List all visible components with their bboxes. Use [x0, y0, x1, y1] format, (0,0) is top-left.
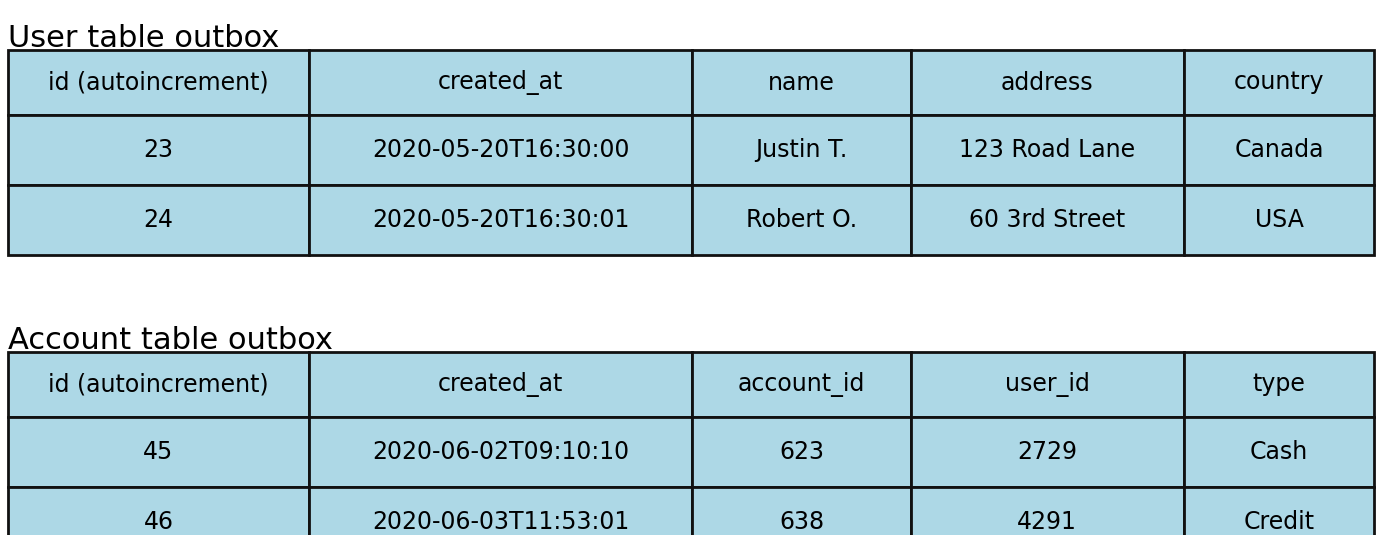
- Text: id (autoincrement): id (autoincrement): [47, 372, 269, 396]
- Bar: [910, 50, 1184, 115]
- Text: id (autoincrement): id (autoincrement): [47, 71, 269, 95]
- Bar: [910, 185, 1184, 255]
- Bar: [692, 352, 910, 417]
- Bar: [8, 417, 309, 487]
- Text: address: address: [1001, 71, 1093, 95]
- Text: name: name: [768, 71, 835, 95]
- Text: Account table outbox: Account table outbox: [8, 326, 332, 355]
- Text: 623: 623: [779, 440, 824, 464]
- Text: type: type: [1252, 372, 1305, 396]
- Bar: [692, 50, 910, 115]
- Text: 46: 46: [144, 510, 173, 534]
- Bar: [309, 185, 692, 255]
- Text: account_id: account_id: [738, 372, 866, 397]
- Text: user_id: user_id: [1005, 372, 1089, 397]
- Text: 24: 24: [144, 208, 173, 232]
- Text: USA: USA: [1255, 208, 1304, 232]
- Bar: [1184, 185, 1374, 255]
- Text: created_at: created_at: [438, 70, 564, 95]
- Text: 638: 638: [779, 510, 824, 534]
- Text: 4291: 4291: [1018, 510, 1078, 534]
- Bar: [1184, 417, 1374, 487]
- Text: Robert O.: Robert O.: [745, 208, 857, 232]
- Text: Justin T.: Justin T.: [755, 138, 847, 162]
- Text: 2729: 2729: [1018, 440, 1078, 464]
- Bar: [910, 352, 1184, 417]
- Text: User table outbox: User table outbox: [8, 24, 279, 53]
- Bar: [309, 50, 692, 115]
- Bar: [8, 487, 309, 535]
- Bar: [910, 115, 1184, 185]
- Bar: [910, 417, 1184, 487]
- Bar: [1184, 487, 1374, 535]
- Bar: [8, 352, 309, 417]
- Text: Canada: Canada: [1234, 138, 1323, 162]
- Bar: [309, 352, 692, 417]
- Bar: [692, 185, 910, 255]
- Bar: [910, 487, 1184, 535]
- Text: Cash: Cash: [1249, 440, 1308, 464]
- Bar: [8, 115, 309, 185]
- Bar: [309, 115, 692, 185]
- Bar: [1184, 50, 1374, 115]
- Bar: [692, 115, 910, 185]
- Bar: [1184, 352, 1374, 417]
- Bar: [8, 50, 309, 115]
- Bar: [309, 487, 692, 535]
- Text: 2020-05-20T16:30:01: 2020-05-20T16:30:01: [371, 208, 630, 232]
- Text: created_at: created_at: [438, 372, 564, 397]
- Text: 45: 45: [144, 440, 173, 464]
- Text: 60 3rd Street: 60 3rd Street: [969, 208, 1125, 232]
- Text: 2020-06-03T11:53:01: 2020-06-03T11:53:01: [373, 510, 630, 534]
- Text: 2020-05-20T16:30:00: 2020-05-20T16:30:00: [371, 138, 630, 162]
- Text: 23: 23: [144, 138, 173, 162]
- Bar: [692, 417, 910, 487]
- Text: 2020-06-02T09:10:10: 2020-06-02T09:10:10: [373, 440, 630, 464]
- Text: Credit: Credit: [1244, 510, 1315, 534]
- Bar: [692, 487, 910, 535]
- Text: 123 Road Lane: 123 Road Lane: [959, 138, 1135, 162]
- Text: country: country: [1234, 71, 1325, 95]
- Bar: [1184, 115, 1374, 185]
- Bar: [8, 185, 309, 255]
- Bar: [309, 417, 692, 487]
